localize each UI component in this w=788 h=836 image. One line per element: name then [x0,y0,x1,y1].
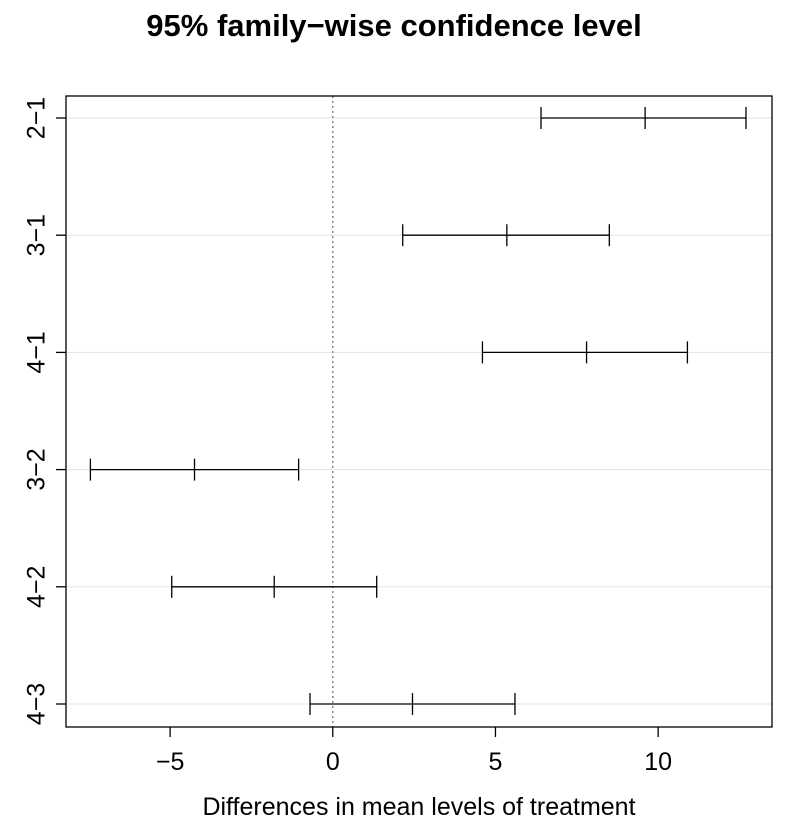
y-tick-label: 4−3 [23,683,51,725]
interval-5 [171,575,378,598]
confidence-intervals [89,107,747,715]
grid-lines [66,117,772,705]
y-tick-label: 3−1 [23,214,51,256]
x-axis-title: Differences in mean levels of treatment [202,793,636,821]
x-tick-label: 0 [326,748,340,776]
interval-4 [89,458,300,481]
interval-3 [481,341,689,364]
x-tick-label: −5 [156,748,185,776]
x-tick-label: 10 [644,748,672,776]
interval-6 [309,693,516,715]
y-tick-label: 4−2 [23,566,51,608]
y-tick-label: 2−1 [23,97,51,139]
interval-1 [540,107,747,129]
x-tick-label: 5 [489,748,503,776]
y-tick-label: 4−1 [23,331,51,373]
chart-title: 95% family−wise confidence level [146,8,642,43]
y-axis: 2−1 3−1 4−1 3−2 4−2 4−3 [23,97,66,725]
plot-frame [65,95,773,728]
x-axis: −5 0 5 10 [156,727,672,776]
y-tick-label: 3−2 [23,448,51,490]
interval-2 [402,224,610,247]
